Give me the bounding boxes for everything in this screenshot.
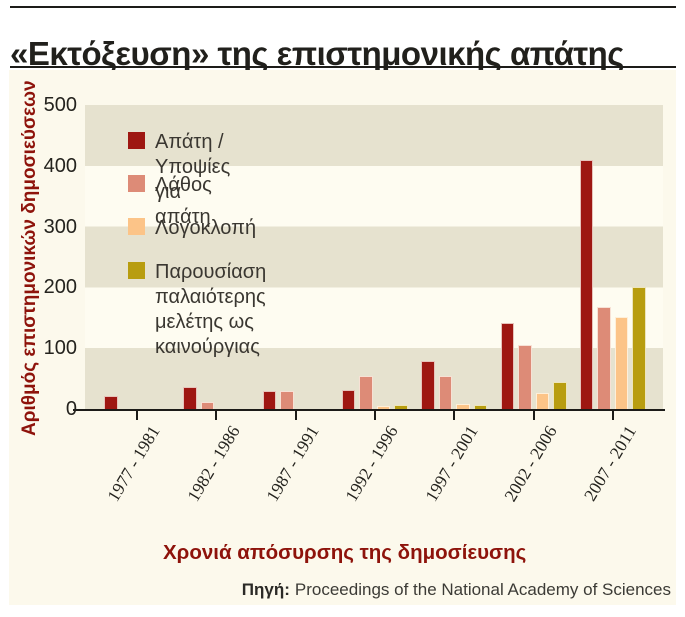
- legend-item-4: Παρουσίαση παλαιότερης μελέτης ως καινού…: [128, 260, 266, 360]
- bar-series2-1987-1991: [280, 390, 294, 409]
- bar-series1-1982-1986: [183, 387, 197, 409]
- bar-series3-2002-2006: [535, 392, 550, 409]
- x-tick-label: 1977 - 1981: [103, 422, 165, 505]
- top-rule: [10, 6, 676, 8]
- bar-series1-2002-2006: [500, 322, 515, 409]
- y-tick-label-100: 100: [43, 337, 77, 360]
- bar-series4-2002-2006: [553, 381, 567, 409]
- legend-swatch-icon: [128, 262, 145, 279]
- x-tick: [611, 411, 614, 420]
- legend-swatch-icon: [128, 132, 145, 149]
- legend-label: Λάθος: [155, 174, 212, 196]
- bar-series1-2007-2011: [579, 159, 594, 409]
- source-label: Πηγή:: [241, 580, 290, 599]
- bar-series3-2007-2011: [614, 316, 629, 409]
- legend-item-2: Λάθος: [128, 173, 212, 198]
- bar-series3-1992-1996: [376, 405, 391, 409]
- y-tick-label-200: 200: [43, 276, 77, 299]
- x-axis-line: [73, 409, 665, 411]
- bar-series4-1992-1996: [394, 405, 408, 409]
- x-tick: [136, 411, 138, 420]
- bar-series2-1992-1996: [359, 376, 373, 409]
- bar-series1-1992-1996: [341, 390, 356, 409]
- legend-swatch-icon: [128, 218, 145, 235]
- x-tick: [294, 411, 297, 420]
- x-tick: [215, 411, 218, 420]
- x-tick: [373, 411, 376, 420]
- bar-series4-2007-2011: [632, 287, 646, 409]
- chart-panel: Αριθμός επιστημονικών δημοσιεύσεων 0 100 2…: [9, 70, 676, 605]
- bar-series1-1997-2001: [421, 360, 435, 409]
- y-tick-label-300: 300: [43, 215, 77, 238]
- bar-series2-1982-1986: [200, 401, 215, 409]
- plot-area: [85, 105, 663, 409]
- x-axis-title: Χρονιά απόσυρσης της δημοσίευσης: [163, 541, 527, 564]
- y-tick-label-0: 0: [65, 398, 77, 420]
- x-tick-label: 1987 - 1991: [262, 422, 323, 505]
- legend-label: Λογοκλοπή: [155, 217, 257, 239]
- page-title: «Εκτόξευση» της επιστημονικής απάτης: [10, 35, 624, 73]
- x-tick-label: 1992 - 1996: [341, 422, 403, 505]
- bar-series2-1997-2001: [438, 376, 453, 409]
- source-text: Proceedings of the National Academy of S…: [294, 580, 671, 599]
- x-tick-label: 1982 - 1986: [182, 422, 244, 505]
- x-tick: [532, 411, 535, 420]
- y-axis-title: Αριθμός επιστημονικών δημοσιεύσεων: [19, 80, 40, 436]
- y-tick-label-500: 500: [43, 94, 77, 116]
- y-tick-label-400: 400: [43, 154, 77, 177]
- bar-series3-1997-2001: [456, 404, 470, 409]
- bar-series4-1997-2001: [473, 405, 488, 409]
- bar-series2-2007-2011: [597, 307, 611, 409]
- source-line: Πηγή: Proceedings of the National Academy…: [242, 580, 671, 600]
- x-tick-label: 2007 - 2011: [579, 422, 641, 505]
- legend-item-1: Απάτη / Υποψίες για απάτη: [128, 130, 230, 230]
- legend-label: Απάτη / Υποψίες για απάτη: [155, 131, 231, 228]
- bar-series1-1987-1991: [262, 390, 277, 409]
- legend-item-3: Λογοκλοπή: [128, 216, 256, 241]
- bar-series2-2002-2006: [518, 344, 532, 409]
- legend-swatch-icon: [128, 175, 145, 192]
- title-divider: [10, 66, 676, 68]
- x-tick: [453, 411, 456, 420]
- x-tick-label: 1997 - 2001: [420, 422, 482, 505]
- bar-series1-1977-1981: [104, 396, 118, 409]
- legend-label: Παρουσίαση παλαιότερης μελέτης ως καινού…: [155, 261, 267, 358]
- x-tick-label: 2002 - 2006: [500, 422, 561, 505]
